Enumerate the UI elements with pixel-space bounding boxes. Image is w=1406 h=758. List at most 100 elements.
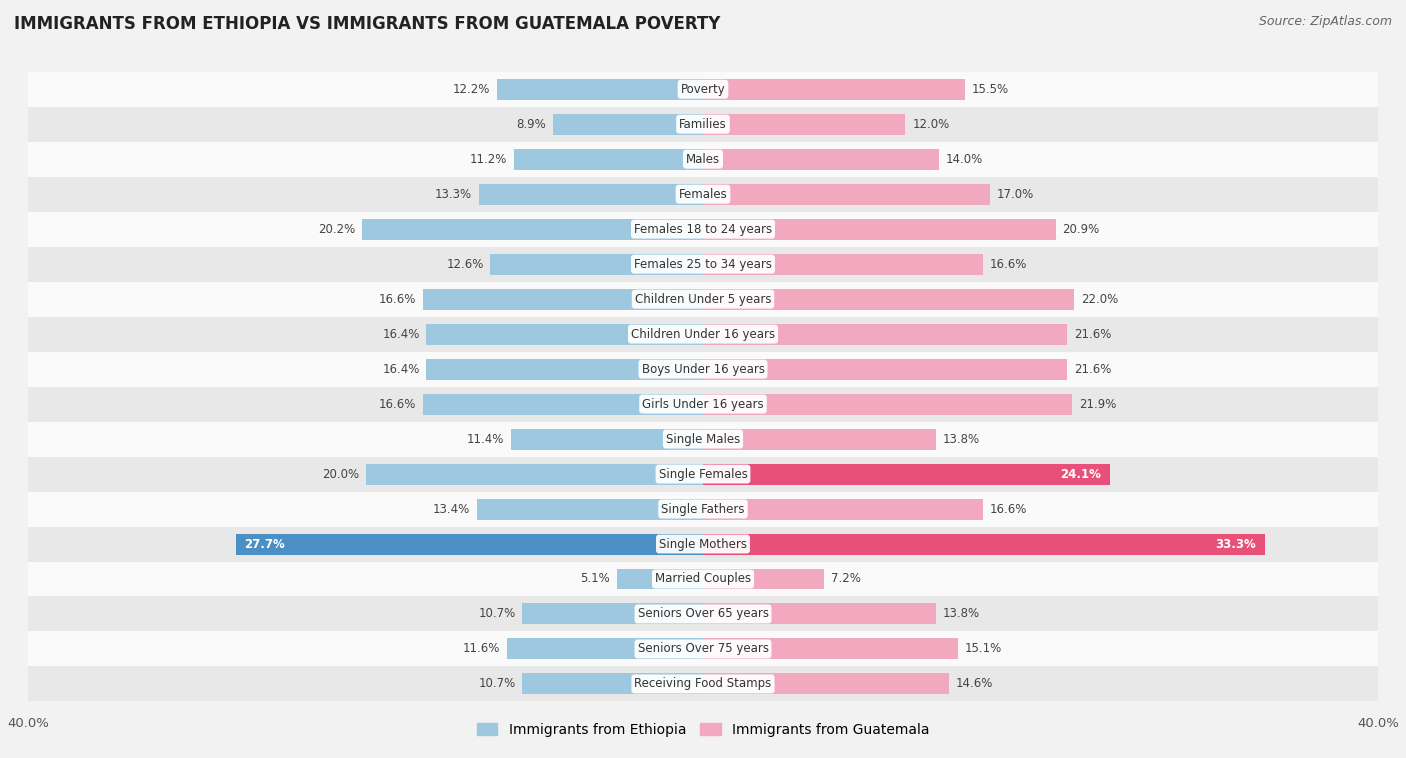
Bar: [703, 499, 983, 519]
Bar: [703, 534, 1265, 555]
Text: Single Females: Single Females: [658, 468, 748, 481]
Text: IMMIGRANTS FROM ETHIOPIA VS IMMIGRANTS FROM GUATEMALA POVERTY: IMMIGRANTS FROM ETHIOPIA VS IMMIGRANTS F…: [14, 15, 720, 33]
Bar: [366, 464, 703, 484]
Text: 5.1%: 5.1%: [581, 572, 610, 585]
Bar: [703, 324, 1067, 345]
Bar: [426, 324, 703, 345]
Bar: [28, 421, 1378, 456]
Bar: [28, 352, 1378, 387]
Text: 13.4%: 13.4%: [433, 503, 470, 515]
Text: 21.9%: 21.9%: [1080, 398, 1116, 411]
Text: 22.0%: 22.0%: [1081, 293, 1118, 305]
Text: Single Fathers: Single Fathers: [661, 503, 745, 515]
Bar: [523, 603, 703, 625]
Text: 12.0%: 12.0%: [912, 117, 949, 130]
Bar: [703, 464, 1109, 484]
Text: 24.1%: 24.1%: [1060, 468, 1101, 481]
Text: 12.6%: 12.6%: [446, 258, 484, 271]
Bar: [28, 562, 1378, 597]
Text: 15.1%: 15.1%: [965, 643, 1001, 656]
Text: 20.0%: 20.0%: [322, 468, 359, 481]
Bar: [28, 456, 1378, 491]
Bar: [28, 246, 1378, 282]
Text: 14.0%: 14.0%: [946, 152, 983, 166]
Bar: [703, 254, 983, 274]
Bar: [28, 211, 1378, 246]
Bar: [515, 149, 703, 170]
Text: Seniors Over 75 years: Seniors Over 75 years: [637, 643, 769, 656]
Text: 10.7%: 10.7%: [478, 607, 516, 621]
Bar: [498, 79, 703, 100]
Bar: [28, 387, 1378, 421]
Bar: [510, 428, 703, 449]
Text: 10.7%: 10.7%: [478, 678, 516, 691]
Bar: [508, 638, 703, 659]
Bar: [423, 289, 703, 309]
Bar: [703, 79, 965, 100]
Text: 33.3%: 33.3%: [1216, 537, 1257, 550]
Text: Females 18 to 24 years: Females 18 to 24 years: [634, 223, 772, 236]
Bar: [28, 177, 1378, 211]
Bar: [28, 666, 1378, 701]
Text: 13.3%: 13.3%: [434, 188, 472, 201]
Bar: [28, 491, 1378, 527]
Bar: [703, 638, 957, 659]
Bar: [28, 72, 1378, 107]
Bar: [703, 428, 936, 449]
Text: Source: ZipAtlas.com: Source: ZipAtlas.com: [1258, 15, 1392, 28]
Text: Married Couples: Married Couples: [655, 572, 751, 585]
Bar: [703, 673, 949, 694]
Text: 12.2%: 12.2%: [453, 83, 491, 96]
Text: 11.4%: 11.4%: [467, 433, 503, 446]
Bar: [28, 282, 1378, 317]
Text: 13.8%: 13.8%: [942, 433, 980, 446]
Bar: [423, 393, 703, 415]
Text: Families: Families: [679, 117, 727, 130]
Bar: [28, 597, 1378, 631]
Bar: [703, 218, 1056, 240]
Text: Females 25 to 34 years: Females 25 to 34 years: [634, 258, 772, 271]
Text: 20.2%: 20.2%: [318, 223, 356, 236]
Text: 21.6%: 21.6%: [1074, 327, 1112, 340]
Bar: [28, 142, 1378, 177]
Text: Poverty: Poverty: [681, 83, 725, 96]
Text: 11.2%: 11.2%: [470, 152, 508, 166]
Bar: [28, 107, 1378, 142]
Text: Children Under 16 years: Children Under 16 years: [631, 327, 775, 340]
Text: 16.6%: 16.6%: [378, 293, 416, 305]
Text: Males: Males: [686, 152, 720, 166]
Bar: [703, 568, 824, 590]
Bar: [426, 359, 703, 380]
Text: 16.6%: 16.6%: [990, 258, 1028, 271]
Bar: [703, 183, 990, 205]
Text: 8.9%: 8.9%: [516, 117, 546, 130]
Text: 16.6%: 16.6%: [990, 503, 1028, 515]
Bar: [28, 527, 1378, 562]
Text: 16.6%: 16.6%: [378, 398, 416, 411]
Legend: Immigrants from Ethiopia, Immigrants from Guatemala: Immigrants from Ethiopia, Immigrants fro…: [471, 718, 935, 743]
Text: 21.6%: 21.6%: [1074, 362, 1112, 375]
Text: Receiving Food Stamps: Receiving Food Stamps: [634, 678, 772, 691]
Bar: [553, 114, 703, 135]
Bar: [703, 359, 1067, 380]
Bar: [363, 218, 703, 240]
Bar: [703, 149, 939, 170]
Text: 7.2%: 7.2%: [831, 572, 860, 585]
Bar: [703, 393, 1073, 415]
Text: 16.4%: 16.4%: [382, 327, 419, 340]
Text: Children Under 5 years: Children Under 5 years: [634, 293, 772, 305]
Bar: [28, 317, 1378, 352]
Bar: [703, 114, 905, 135]
Text: 15.5%: 15.5%: [972, 83, 1008, 96]
Bar: [703, 289, 1074, 309]
Bar: [523, 673, 703, 694]
Bar: [477, 499, 703, 519]
Text: Females: Females: [679, 188, 727, 201]
Bar: [236, 534, 703, 555]
Bar: [28, 631, 1378, 666]
Bar: [478, 183, 703, 205]
Text: Boys Under 16 years: Boys Under 16 years: [641, 362, 765, 375]
Bar: [617, 568, 703, 590]
Bar: [703, 603, 936, 625]
Text: Single Males: Single Males: [666, 433, 740, 446]
